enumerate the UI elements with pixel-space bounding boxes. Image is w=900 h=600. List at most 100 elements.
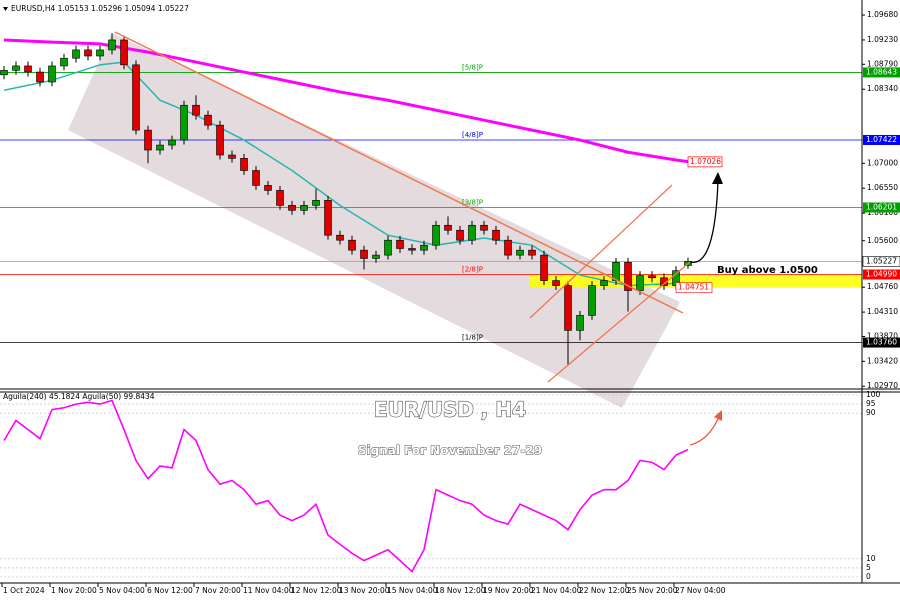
zone-label: 1.04751 bbox=[678, 283, 709, 292]
arrow-head bbox=[714, 410, 722, 421]
candle-body bbox=[264, 185, 272, 191]
arrow bbox=[689, 179, 719, 263]
x-tick-label: 22 Nov 12:00 bbox=[579, 586, 630, 595]
indicator-header: Aguila(240) 45.1824 Aguila(50) 99.8434 bbox=[3, 392, 155, 401]
x-tick-label: 1 Oct 2024 bbox=[3, 586, 45, 595]
candle-body bbox=[492, 229, 500, 241]
candle-body bbox=[192, 104, 200, 116]
x-tick-label: 5 Nov 04:00 bbox=[99, 586, 145, 595]
x-tick-label: 21 Nov 04:00 bbox=[531, 586, 582, 595]
candle-body bbox=[300, 205, 308, 211]
y-tick-label: 5 bbox=[866, 563, 871, 572]
y-tick-label: 1.03420 bbox=[867, 356, 898, 365]
candle-body bbox=[84, 49, 92, 57]
candle-body bbox=[540, 254, 548, 281]
price-box bbox=[862, 256, 900, 267]
x-tick-label: 27 Nov 04:00 bbox=[675, 586, 726, 595]
x-tick-label: 1 Nov 20:00 bbox=[51, 586, 97, 595]
candle-body bbox=[204, 114, 212, 126]
price-label: 1.05227 bbox=[866, 256, 897, 265]
candle-body bbox=[468, 224, 476, 241]
y-tick-label: 1.05600 bbox=[867, 236, 898, 245]
channel-line bbox=[529, 184, 673, 319]
candle-body bbox=[600, 280, 608, 286]
level-price: 1.04990 bbox=[866, 269, 897, 278]
candle-body bbox=[324, 200, 332, 236]
level-name: [3/8]P bbox=[462, 199, 483, 207]
level-name: [5/8]P bbox=[462, 63, 483, 71]
y-tick-label: 95 bbox=[866, 399, 876, 408]
y-tick-label: 10 bbox=[866, 554, 876, 563]
y-tick-label: 1.06550 bbox=[867, 183, 898, 192]
target-box bbox=[687, 156, 723, 168]
level-name: [4/8]P bbox=[462, 131, 483, 139]
x-tick-label: 15 Nov 04:00 bbox=[387, 586, 438, 595]
x-tick-label: 7 Nov 20:00 bbox=[195, 586, 241, 595]
x-tick-label: 19 Nov 20:00 bbox=[483, 586, 534, 595]
candle-body bbox=[108, 39, 116, 51]
x-tick-label: 25 Nov 20:00 bbox=[627, 586, 678, 595]
x-tick-label: 18 Nov 12:00 bbox=[435, 586, 486, 595]
candle-body bbox=[420, 244, 428, 251]
target-label: 1.07026 bbox=[690, 157, 721, 166]
chart-header: EURUSD,H4 1.05153 1.05296 1.05094 1.0522… bbox=[11, 4, 189, 13]
level-name: [2/8]P bbox=[462, 265, 483, 273]
candle-body bbox=[372, 254, 380, 259]
candle-body bbox=[516, 249, 524, 256]
candle-body bbox=[216, 124, 224, 156]
candle-body bbox=[12, 65, 20, 71]
y-tick-label: 90 bbox=[866, 408, 876, 417]
level-price-box bbox=[863, 269, 900, 280]
candle-body bbox=[24, 65, 32, 73]
candle-body bbox=[348, 239, 356, 251]
candle-body bbox=[504, 239, 512, 256]
arrow-head bbox=[712, 172, 723, 184]
candle-body bbox=[312, 200, 320, 206]
level-price-box bbox=[863, 337, 900, 348]
candle-body bbox=[396, 239, 404, 249]
channel-line bbox=[547, 261, 691, 383]
y-tick-label: 1.06100 bbox=[867, 208, 898, 217]
candle-body bbox=[552, 280, 560, 286]
candle-body bbox=[480, 224, 488, 231]
candle-body bbox=[576, 315, 584, 331]
x-tick-label: 11 Nov 04:00 bbox=[243, 586, 294, 595]
x-tick-label: 13 Nov 20:00 bbox=[339, 586, 390, 595]
buy-note: Buy above 1.0500 bbox=[717, 265, 818, 276]
candle-body bbox=[624, 262, 632, 291]
y-tick-label: 1.09230 bbox=[867, 35, 898, 44]
y-tick-label: 1.08790 bbox=[867, 59, 898, 68]
menu-icon bbox=[3, 7, 8, 11]
x-tick-label: 12 Nov 12:00 bbox=[291, 586, 342, 595]
level-price-box bbox=[863, 67, 900, 78]
candle-body bbox=[228, 154, 236, 159]
candle-body bbox=[456, 229, 464, 241]
y-tick-label: 1.08340 bbox=[867, 84, 898, 93]
candle-body bbox=[444, 224, 452, 231]
candle-body bbox=[252, 170, 260, 186]
x-tick-label: 6 Nov 12:00 bbox=[147, 586, 193, 595]
candle-body bbox=[636, 275, 644, 291]
candle-body bbox=[360, 249, 368, 259]
level-name: [1/8]P bbox=[462, 334, 483, 342]
annotation-layer: Buy above 1.0500 EUR/USD , H4 Signal For… bbox=[114, 31, 818, 458]
candle-body bbox=[564, 285, 572, 331]
candle-body bbox=[288, 205, 296, 211]
candle-body bbox=[528, 249, 536, 256]
candle-body bbox=[36, 71, 44, 83]
candle-body bbox=[96, 49, 104, 57]
candle-body bbox=[240, 158, 248, 171]
trend-line bbox=[114, 31, 684, 314]
candle-body bbox=[144, 129, 152, 151]
candle-body bbox=[384, 239, 392, 256]
candle-body bbox=[408, 248, 416, 251]
candle-body bbox=[648, 275, 656, 279]
y-tick-label: 100 bbox=[866, 390, 881, 399]
level-price: 1.03760 bbox=[866, 338, 897, 347]
candle-body bbox=[588, 285, 596, 316]
zone-label-box bbox=[675, 282, 713, 294]
candle-body bbox=[168, 139, 176, 146]
candle-body bbox=[60, 57, 68, 67]
y-tick-label: 0 bbox=[866, 572, 871, 581]
candle-body bbox=[432, 224, 440, 246]
